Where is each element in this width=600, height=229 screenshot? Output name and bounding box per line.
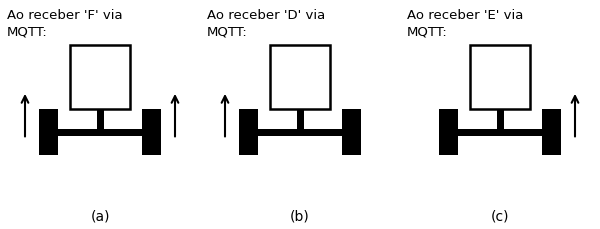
- Bar: [497, 110, 503, 130]
- Text: Ao receber 'F' via
MQTT:: Ao receber 'F' via MQTT:: [7, 9, 122, 38]
- Bar: [458, 130, 542, 136]
- Bar: [39, 110, 58, 156]
- Text: (c): (c): [491, 208, 509, 222]
- Bar: [258, 130, 342, 136]
- Bar: [97, 110, 104, 130]
- Text: (b): (b): [290, 208, 310, 222]
- Bar: [239, 110, 258, 156]
- Bar: [270, 46, 330, 110]
- Text: Ao receber 'E' via
MQTT:: Ao receber 'E' via MQTT:: [407, 9, 523, 38]
- Bar: [439, 110, 458, 156]
- Text: (a): (a): [90, 208, 110, 222]
- Bar: [342, 110, 361, 156]
- Bar: [470, 46, 530, 110]
- Bar: [296, 110, 304, 130]
- Bar: [542, 110, 561, 156]
- Bar: [58, 130, 142, 136]
- Bar: [70, 46, 130, 110]
- Bar: [142, 110, 161, 156]
- Text: Ao receber 'D' via
MQTT:: Ao receber 'D' via MQTT:: [207, 9, 325, 38]
